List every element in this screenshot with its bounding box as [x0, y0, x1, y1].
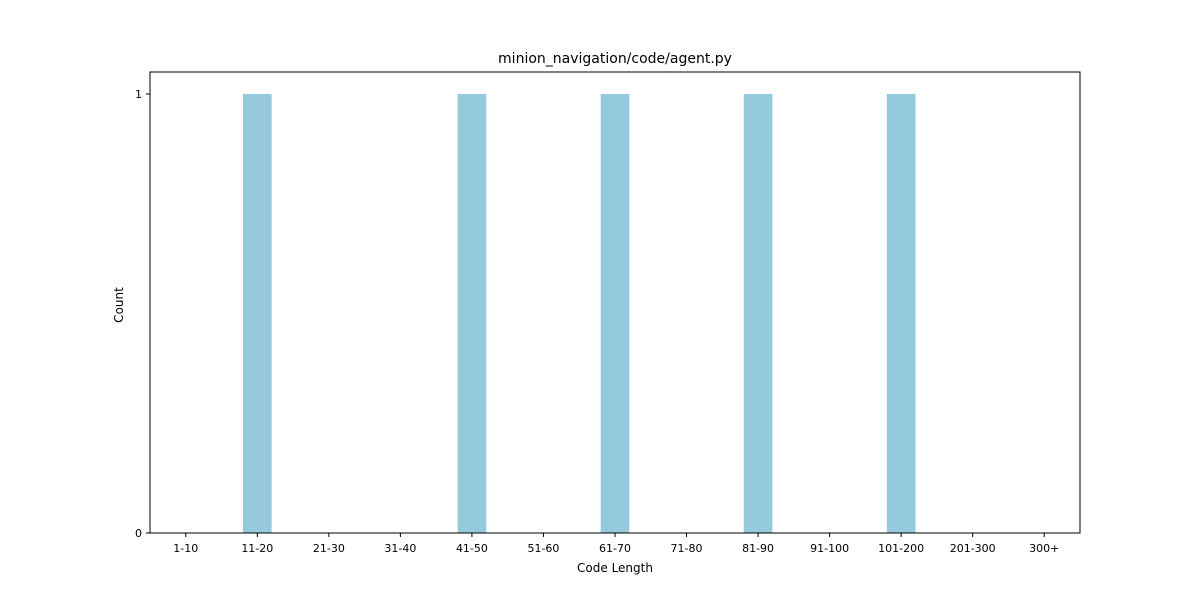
x-tick-label: 21-30: [313, 542, 345, 555]
x-tick-label: 41-50: [456, 542, 488, 555]
bars-group: [243, 93, 916, 533]
x-tick-label: 31-40: [384, 542, 416, 555]
x-tick-label: 81-90: [742, 542, 774, 555]
x-tick-label: 61-70: [599, 542, 631, 555]
y-tick-label: 1: [135, 88, 142, 101]
x-tick-label: 71-80: [671, 542, 703, 555]
x-tick-label: 201-300: [950, 542, 996, 555]
bar-41-50: [457, 93, 487, 533]
bar-61-70: [600, 93, 630, 533]
x-tick-label: 11-20: [241, 542, 273, 555]
bar-101-200: [886, 93, 916, 533]
x-tick-label: 51-60: [527, 542, 559, 555]
y-axis-ticks: 01: [135, 88, 150, 540]
x-tick-label: 101-200: [878, 542, 924, 555]
chart-title: minion_navigation/code/agent.py: [498, 51, 732, 67]
x-axis-label: Code Length: [577, 561, 653, 575]
y-axis-label: Count: [112, 287, 126, 323]
bar-81-90: [743, 93, 773, 533]
x-axis-ticks: 1-10 11-20 21-30 31-40 41-50 51-60 61-70 71-80 8…: [173, 533, 1059, 555]
x-tick-label: 91-100: [810, 542, 849, 555]
x-tick-label: 300+: [1029, 542, 1059, 555]
y-tick-label: 0: [135, 527, 142, 540]
x-tick-label: 1-10: [173, 542, 198, 555]
bar-11-20: [243, 93, 272, 533]
